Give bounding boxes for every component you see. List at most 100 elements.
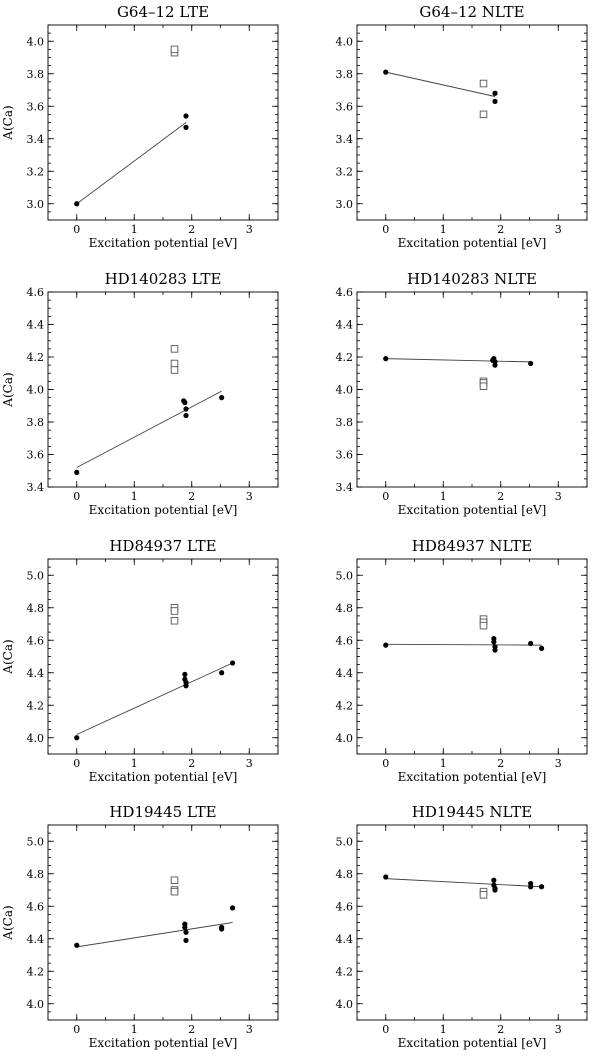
y-tick-label: 4.8 (27, 602, 45, 615)
filled-circle-point (383, 69, 389, 75)
chart-panel-2: G64–12 NLTE 0 1 2 3 3.0 3.2 3.4 3.6 3.8 4.0 Excitat… (336, 3, 588, 250)
y-tick-label: 4.8 (336, 868, 354, 881)
x-tick-label: 1 (440, 490, 447, 503)
filled-circle-point (183, 124, 189, 130)
y-tick-label: 4.4 (27, 319, 45, 332)
y-tick-label: 4.0 (336, 732, 354, 745)
y-tick-label: 3.4 (336, 481, 354, 494)
x-tick-label: 2 (497, 757, 504, 770)
y-axis-label: A(Ca) (1, 372, 15, 407)
open-square-point (479, 79, 488, 88)
x-axis-label: Excitation potential [eV] (89, 236, 238, 250)
filled-circle-point (183, 412, 189, 419)
x-tick-label: 1 (131, 223, 138, 236)
x-tick-label: 1 (131, 490, 138, 503)
y-tick-label: 4.0 (27, 384, 45, 397)
y-tick-label: 5.0 (27, 835, 45, 848)
y-tick-label: 4.6 (27, 286, 45, 299)
y-tick-label: 4.2 (27, 965, 45, 978)
y-tick-label: 5.0 (336, 835, 354, 848)
x-axis-label: Excitation potential [eV] (89, 770, 238, 784)
filled-circle-point (229, 660, 236, 666)
chart-panel-8: HD19445 NLTE 0 1 2 3 4.0 4.2 4.4 4.6 4.8 5.0 Excita… (336, 803, 588, 1050)
y-tick-label: 3.4 (336, 133, 354, 146)
y-axis-label: A(Ca) (1, 905, 15, 940)
filled-circle-point (183, 113, 189, 119)
filled-circle-point (492, 98, 498, 104)
open-square-point (479, 110, 488, 119)
filled-circle-point (383, 356, 389, 362)
filled-circle-point (528, 640, 534, 647)
filled-circle-point (219, 670, 225, 676)
y-axis-label: A(Ca) (1, 105, 15, 140)
y-tick-label: 3.0 (336, 198, 354, 211)
filled-circle-point (491, 639, 497, 645)
y-tick-label: 3.6 (27, 100, 45, 113)
y-tick-label: 4.2 (336, 965, 354, 978)
open-square-point (479, 621, 488, 630)
x-tick-label: 1 (440, 223, 447, 236)
open-square-point (170, 887, 179, 896)
filled-circle-point (183, 406, 189, 412)
y-tick-label: 5.0 (27, 569, 45, 582)
y-tick-label: 4.6 (27, 900, 45, 913)
y-tick-label: 3.2 (27, 165, 45, 178)
x-tick-label: 3 (246, 1023, 253, 1036)
fit-line (76, 390, 222, 468)
y-tick-label: 4.0 (336, 35, 354, 48)
chart-title: HD19445 NLTE (412, 803, 532, 821)
open-square-point (170, 607, 179, 615)
x-tick-label: 0 (382, 1023, 389, 1036)
y-tick-label: 4.6 (336, 286, 354, 299)
x-tick-label: 1 (131, 1023, 138, 1036)
y-tick-label: 3.8 (336, 68, 354, 81)
filled-circle-point (219, 926, 225, 932)
x-tick-label: 0 (73, 223, 80, 236)
filled-circle-point (74, 201, 80, 207)
open-square-point (479, 891, 488, 899)
chart-title: G64–12 LTE (117, 3, 209, 21)
filled-circle-point (183, 929, 189, 935)
filled-circle-point (492, 647, 498, 653)
plot-frame (356, 558, 588, 755)
x-axis-label: Excitation potential [eV] (398, 1036, 547, 1050)
y-tick-label: 4.0 (27, 998, 45, 1011)
open-square-point (170, 359, 179, 368)
y-tick-label: 4.2 (27, 699, 45, 712)
chart-panel-6: HD84937 NLTE 0 1 2 3 4.0 4.2 4.4 4.6 4.8 5.0 Excita… (336, 537, 588, 784)
x-axis-label: Excitation potential [eV] (398, 503, 547, 517)
filled-circle-point (74, 469, 80, 475)
y-tick-label: 4.8 (336, 602, 354, 615)
y-tick-label: 4.6 (336, 900, 354, 913)
chart-panel-7: HD19445 LTE 0 1 2 3 4.0 4.2 4.4 4.6 4.8 5.0 Excitat… (1, 803, 279, 1050)
filled-circle-point (182, 399, 188, 406)
filled-circle-point (383, 874, 389, 880)
open-square-point (170, 617, 179, 625)
filled-circle-point (528, 360, 534, 367)
y-tick-label: 3.8 (27, 416, 45, 429)
y-tick-label: 4.4 (336, 667, 354, 680)
fit-line (76, 922, 233, 948)
open-square-point (170, 876, 179, 885)
plot-frame (356, 291, 588, 488)
chart-panel-4: HD140283 NLTE 0 1 2 3 3.4 3.6 3.8 4.0 4.2 4.4 4.6 Ex… (336, 270, 588, 517)
plot-frame (356, 24, 588, 221)
x-tick-label: 0 (382, 757, 389, 770)
chart-panel-3: HD140283 LTE 0 1 2 3 3.4 3.6 3.8 4.0 4.2 4.4 4.6 Exc… (1, 270, 279, 517)
fit-line (385, 358, 531, 363)
x-tick-label: 0 (73, 1023, 80, 1036)
filled-circle-point (538, 884, 545, 890)
fit-line (76, 662, 233, 735)
x-tick-label: 3 (246, 757, 253, 770)
y-tick-label: 4.6 (27, 634, 45, 647)
filled-circle-point (383, 642, 389, 648)
plot-frame (47, 558, 279, 755)
x-tick-label: 2 (188, 490, 195, 503)
chart-title: HD84937 LTE (109, 537, 216, 555)
x-tick-label: 2 (497, 1023, 504, 1036)
open-square-point (170, 366, 179, 374)
plot-frame (47, 24, 279, 221)
filled-circle-point (492, 90, 498, 96)
x-axis-label: Excitation potential [eV] (89, 1036, 238, 1050)
filled-circle-point (183, 937, 189, 943)
